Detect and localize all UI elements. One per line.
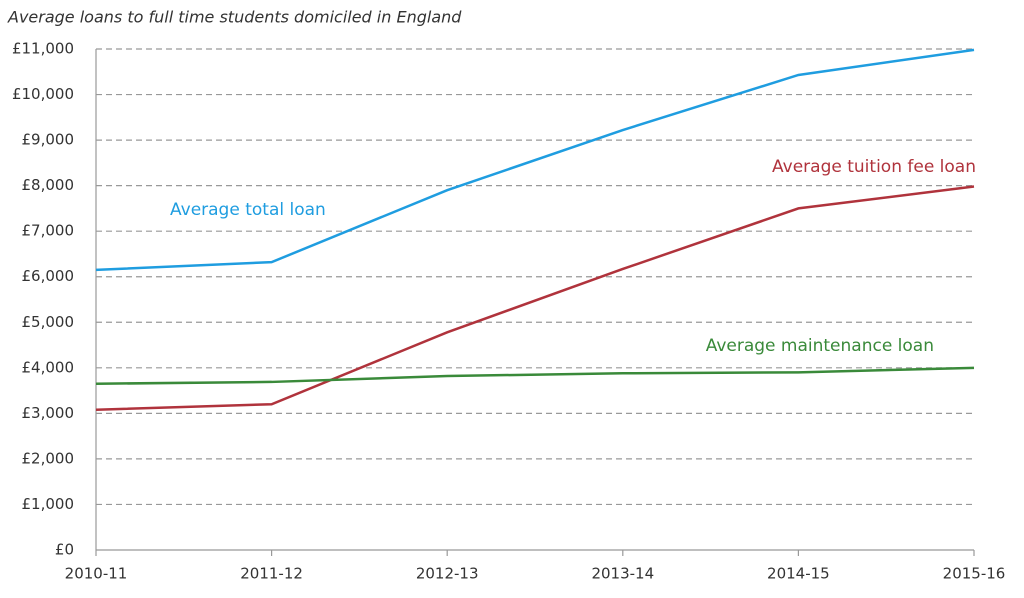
y-tick-label: £4,000 [22,358,75,376]
y-tick-label: £0 [55,541,74,559]
x-tick-label: 2013-14 [591,565,654,583]
x-tick-label: 2011-12 [240,565,303,583]
x-tick-label: 2014-15 [767,565,830,583]
y-tick-label: £9,000 [22,131,75,149]
y-tick-label: £2,000 [22,449,75,467]
series-line [95,48,975,272]
y-tick-label: £3,000 [22,404,75,422]
y-tick-label: £1,000 [22,495,75,513]
y-tick-label: £6,000 [22,267,75,285]
x-tick-label: 2012-13 [416,565,479,583]
series-line [95,185,975,411]
y-tick-label: £11,000 [12,40,74,58]
x-tick-label: 2010-11 [65,565,128,583]
x-tick-label: 2015-16 [943,565,1006,583]
y-tick-label: £8,000 [22,176,75,194]
series-label: Average tuition fee loan [772,157,976,177]
y-tick-label: £7,000 [22,222,75,240]
y-tick-label: £10,000 [12,85,74,103]
series-line [95,366,975,386]
series-label: Average total loan [170,200,326,220]
chart-title: Average loans to full time students domi… [7,8,462,27]
series-label: Average maintenance loan [706,336,934,356]
y-tick-label: £5,000 [22,313,75,331]
